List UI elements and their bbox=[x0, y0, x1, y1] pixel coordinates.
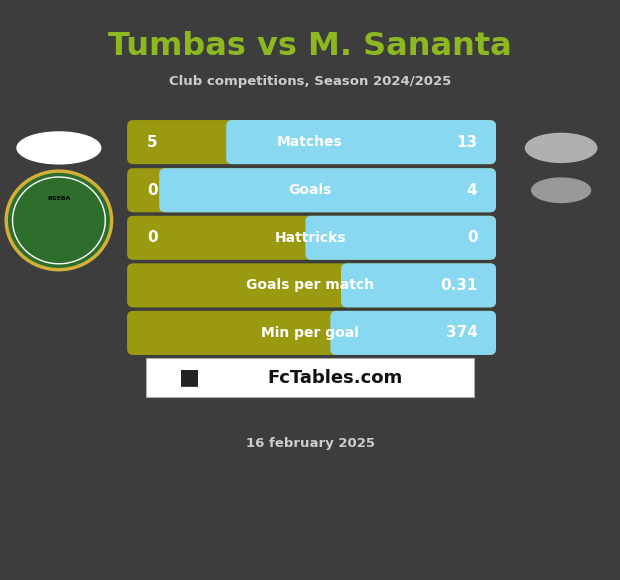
Bar bbox=[232, 126, 490, 158]
Text: 0: 0 bbox=[147, 230, 157, 245]
Text: FcTables.com: FcTables.com bbox=[267, 368, 402, 387]
Circle shape bbox=[6, 171, 112, 270]
Text: 0.31: 0.31 bbox=[440, 278, 477, 293]
Text: Hattricks: Hattricks bbox=[274, 231, 346, 245]
FancyBboxPatch shape bbox=[127, 120, 496, 164]
FancyBboxPatch shape bbox=[127, 311, 496, 355]
Bar bbox=[347, 269, 390, 302]
Text: Goals: Goals bbox=[288, 183, 332, 197]
FancyBboxPatch shape bbox=[306, 216, 496, 260]
Text: Matches: Matches bbox=[277, 135, 343, 149]
Text: 4: 4 bbox=[467, 183, 477, 198]
Text: 13: 13 bbox=[456, 135, 477, 150]
Text: Goals per match: Goals per match bbox=[246, 278, 374, 292]
Text: ■: ■ bbox=[179, 368, 200, 387]
Ellipse shape bbox=[531, 178, 591, 202]
Bar bbox=[312, 222, 365, 254]
Ellipse shape bbox=[526, 133, 596, 162]
Text: RSEBA: RSEBA bbox=[47, 196, 71, 201]
Text: 374: 374 bbox=[446, 325, 477, 340]
Text: Tumbas vs M. Sananta: Tumbas vs M. Sananta bbox=[108, 31, 512, 62]
Bar bbox=[166, 174, 490, 206]
Text: 16 february 2025: 16 february 2025 bbox=[246, 437, 374, 450]
FancyBboxPatch shape bbox=[146, 358, 474, 397]
Circle shape bbox=[12, 177, 105, 264]
FancyBboxPatch shape bbox=[127, 263, 496, 307]
FancyBboxPatch shape bbox=[159, 168, 496, 212]
FancyBboxPatch shape bbox=[127, 216, 496, 260]
Bar bbox=[166, 174, 263, 206]
Bar bbox=[232, 126, 309, 158]
Bar bbox=[312, 222, 490, 254]
Text: 5: 5 bbox=[147, 135, 157, 150]
FancyBboxPatch shape bbox=[127, 168, 496, 212]
FancyBboxPatch shape bbox=[341, 263, 496, 307]
Text: 0: 0 bbox=[467, 230, 477, 245]
Ellipse shape bbox=[17, 132, 100, 164]
Text: Club competitions, Season 2024/2025: Club competitions, Season 2024/2025 bbox=[169, 75, 451, 88]
FancyBboxPatch shape bbox=[226, 120, 496, 164]
Bar bbox=[347, 269, 490, 302]
FancyBboxPatch shape bbox=[330, 311, 496, 355]
Bar bbox=[337, 317, 490, 349]
Text: 0: 0 bbox=[147, 183, 157, 198]
Bar bbox=[337, 317, 383, 349]
Text: Min per goal: Min per goal bbox=[261, 326, 359, 340]
